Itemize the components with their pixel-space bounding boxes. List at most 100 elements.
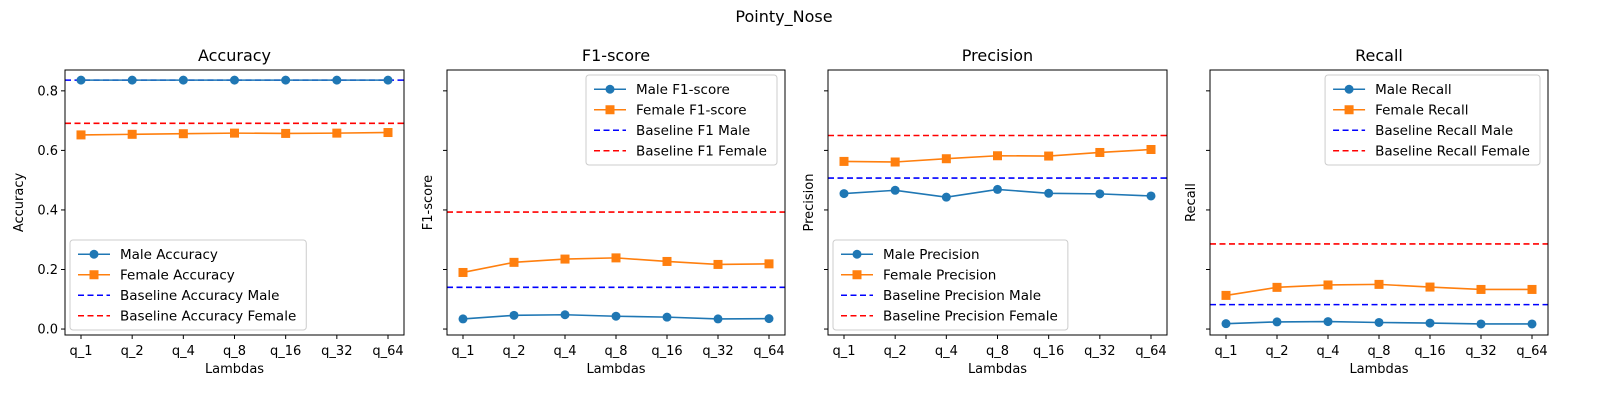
x-tick-label: q_1: [69, 344, 92, 359]
chart-title: Accuracy: [198, 46, 271, 65]
x-tick-label: q_8: [986, 344, 1009, 359]
chart-title: Recall: [1355, 46, 1403, 65]
data-point: [332, 75, 342, 85]
y-tick-label: 0.4: [37, 203, 58, 218]
data-point: [127, 129, 137, 139]
legend-label: Female F1-score: [636, 103, 747, 119]
data-point: [76, 75, 86, 85]
data-point: [1425, 318, 1435, 328]
data-point: [1374, 317, 1384, 327]
legend-label: Male Recall: [1375, 82, 1452, 98]
legend-box: [585, 74, 778, 166]
data-point: [1476, 319, 1486, 329]
legend-marker: [89, 270, 99, 280]
data-point: [509, 257, 519, 267]
chart-panel-recall: Recall q_1 q_2 q_4 q_8 q_16 q_32 q_64 Lambdas Rec…: [1184, 46, 1549, 377]
data-point: [764, 314, 774, 324]
data-point: [839, 189, 849, 199]
x-tick-label: q_64: [1516, 344, 1547, 359]
legend-label: Baseline Precision Male: [883, 288, 1041, 304]
legend-label: Male Accuracy: [120, 247, 218, 263]
x-tick-label: q_32: [702, 344, 733, 359]
x-axis-label: Lambdas: [968, 362, 1027, 377]
data-point: [1044, 188, 1054, 198]
data-point: [560, 310, 570, 320]
data-point: [941, 192, 951, 202]
data-point: [178, 75, 188, 85]
data-point: [458, 314, 468, 324]
x-tick-label: q_2: [1265, 344, 1288, 359]
legend-label: Baseline Accuracy Female: [120, 309, 296, 325]
y-tick-label: 0.2: [37, 263, 58, 278]
chart-title: F1-score: [582, 46, 650, 65]
data-point: [839, 156, 849, 166]
y-axis-label: Precision: [802, 173, 817, 231]
x-tick-label: q_2: [502, 344, 525, 359]
legend-label: Baseline Accuracy Male: [120, 288, 279, 304]
data-point: [332, 128, 342, 138]
data-point: [1146, 191, 1156, 201]
x-tick-label: q_2: [884, 344, 907, 359]
legend-label: Female Recall: [1375, 103, 1468, 119]
x-tick-label: q_16: [1414, 344, 1445, 359]
legend-label: Female Precision: [883, 268, 996, 284]
chart-title: Precision: [962, 46, 1033, 65]
figure-suptitle: Pointy_Nose: [735, 7, 832, 27]
chart-panel-precision: Precision q_1 q_2 q_4 q_8 q_16 q_32 q_64 Lambdas…: [802, 46, 1168, 377]
x-axis-label: Lambdas: [1349, 362, 1408, 377]
legend: Male Accuracy Female Accuracy Baseline Acc…: [69, 239, 307, 331]
data-point: [383, 75, 393, 85]
legend-marker: [1344, 105, 1354, 115]
data-point: [1221, 319, 1231, 329]
data-point: [941, 154, 951, 164]
chart-panel-accuracy: Accuracy 0.0 0.2 0.4 0.6 0.8 q_1 q_2 q_4 q_8 q_16 q…: [12, 46, 405, 377]
data-point: [458, 267, 468, 277]
x-tick-label: q_8: [223, 344, 246, 359]
y-tick-label: 0.6: [37, 144, 58, 159]
x-axis-label: Lambdas: [205, 362, 264, 377]
legend-label: Baseline F1 Female: [636, 144, 767, 160]
data-point: [1527, 284, 1537, 294]
x-tick-label: q_16: [270, 344, 301, 359]
y-tick-label: 0.8: [37, 84, 58, 99]
chart-panel-f1-score: F1-score q_1 q_2 q_4 q_8 q_16 q_32 q_64 Lambdas F…: [421, 46, 786, 377]
legend: Male F1-score Female F1-score Baseline F1 …: [585, 74, 778, 166]
data-point: [1374, 279, 1384, 289]
legend-marker: [852, 270, 862, 280]
data-point: [281, 128, 291, 138]
x-tick-label: q_4: [553, 344, 576, 359]
legend-box: [832, 239, 1069, 331]
x-tick-label: q_64: [372, 344, 403, 359]
y-axis-label: Recall: [1184, 183, 1199, 222]
data-point: [281, 75, 291, 85]
x-tick-label: q_8: [604, 344, 627, 359]
data-point: [1095, 147, 1105, 157]
data-point: [383, 128, 393, 138]
x-tick-label: q_64: [1135, 344, 1166, 359]
legend-label: Male F1-score: [636, 82, 730, 98]
legend-label: Baseline Recall Male: [1375, 123, 1513, 139]
data-point: [1323, 317, 1333, 327]
x-tick-label: q_2: [121, 344, 144, 359]
data-point: [1527, 319, 1537, 329]
y-axis-label: Accuracy: [12, 173, 27, 233]
data-point: [713, 259, 723, 269]
data-point: [662, 312, 672, 322]
data-point: [230, 75, 239, 85]
data-point: [1221, 290, 1231, 300]
data-point: [1095, 189, 1105, 199]
data-point: [611, 253, 621, 263]
data-point: [1044, 151, 1054, 161]
data-point: [230, 128, 239, 138]
data-point: [1272, 317, 1282, 327]
x-tick-label: q_1: [832, 344, 855, 359]
x-tick-label: q_32: [1465, 344, 1496, 359]
data-point: [1476, 284, 1486, 294]
legend-label: Baseline Precision Female: [883, 309, 1058, 325]
data-point: [890, 185, 900, 195]
x-tick-label: q_32: [321, 344, 352, 359]
legend-label: Baseline Recall Female: [1375, 144, 1530, 160]
data-point: [993, 151, 1002, 161]
legend-box: [69, 239, 307, 331]
x-tick-label: q_1: [1214, 344, 1237, 359]
